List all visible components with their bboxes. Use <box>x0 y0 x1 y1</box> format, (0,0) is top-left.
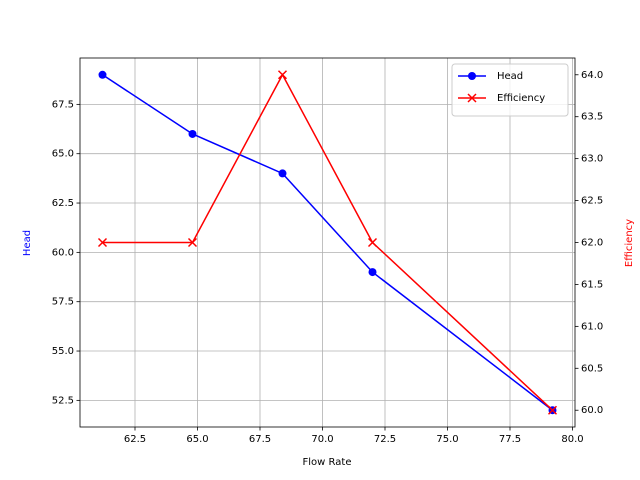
point-marker <box>367 237 378 248</box>
y-tick-label: 60.0 <box>52 247 74 258</box>
y2-tick-label: 62.5 <box>581 196 603 207</box>
y2-tick-label: 60.0 <box>581 405 603 416</box>
point-marker <box>277 70 288 80</box>
y2-tick-label: 64.0 <box>581 70 603 81</box>
marker-shape <box>547 405 558 415</box>
y2-tick-label: 63.5 <box>581 112 603 123</box>
y-tick-label: 55.0 <box>52 346 74 357</box>
x-tick-label: 75.0 <box>436 434 458 445</box>
x-tick-label: 62.5 <box>124 434 146 445</box>
point-marker <box>467 93 477 103</box>
y2-tick-label: 61.5 <box>581 279 603 290</box>
legend-box <box>451 63 569 117</box>
point-marker <box>187 237 198 248</box>
y2-tick-label: 60.5 <box>581 363 603 374</box>
point-marker <box>368 268 377 277</box>
x-tick-label: 70.0 <box>311 434 333 445</box>
point-marker <box>188 129 197 138</box>
x-axis-label: Flow Rate <box>303 457 352 468</box>
y2-tick-label: 61.0 <box>581 321 603 332</box>
series-line <box>102 73 554 411</box>
y-tick-label: 57.5 <box>52 297 74 308</box>
y2-tick-label: 63.0 <box>581 154 603 165</box>
point-marker <box>97 237 108 248</box>
legend-label: Head <box>497 71 523 82</box>
x-tick-label: 72.5 <box>374 434 396 445</box>
plot-frame <box>79 57 576 428</box>
y-tick-label: 52.5 <box>52 395 74 406</box>
y-tick-label: 65.0 <box>52 149 74 160</box>
legend: Head Efficiency <box>451 63 569 117</box>
point-marker <box>468 72 476 80</box>
marker-shape <box>187 237 198 248</box>
marker-shape <box>277 70 288 80</box>
point-marker <box>547 405 558 415</box>
x-tick-label: 65.0 <box>186 434 208 445</box>
y-tick-label: 67.5 <box>52 99 74 110</box>
y2-tick-label: 62.0 <box>581 238 603 249</box>
marker-shape <box>97 237 108 248</box>
x-tick-label: 67.5 <box>249 434 271 445</box>
x-tick-label: 77.5 <box>499 434 521 445</box>
point-marker <box>98 70 107 79</box>
y2-axis-label: Efficiency <box>624 219 635 267</box>
y-axis-label: Head <box>22 230 33 256</box>
marker-shape <box>467 93 477 103</box>
y-tick-label: 62.5 <box>52 198 74 209</box>
marker-shape <box>367 237 378 248</box>
legend-label: Efficiency <box>497 93 545 104</box>
x-tick-label: 80.0 <box>561 434 583 445</box>
point-marker <box>278 169 287 178</box>
